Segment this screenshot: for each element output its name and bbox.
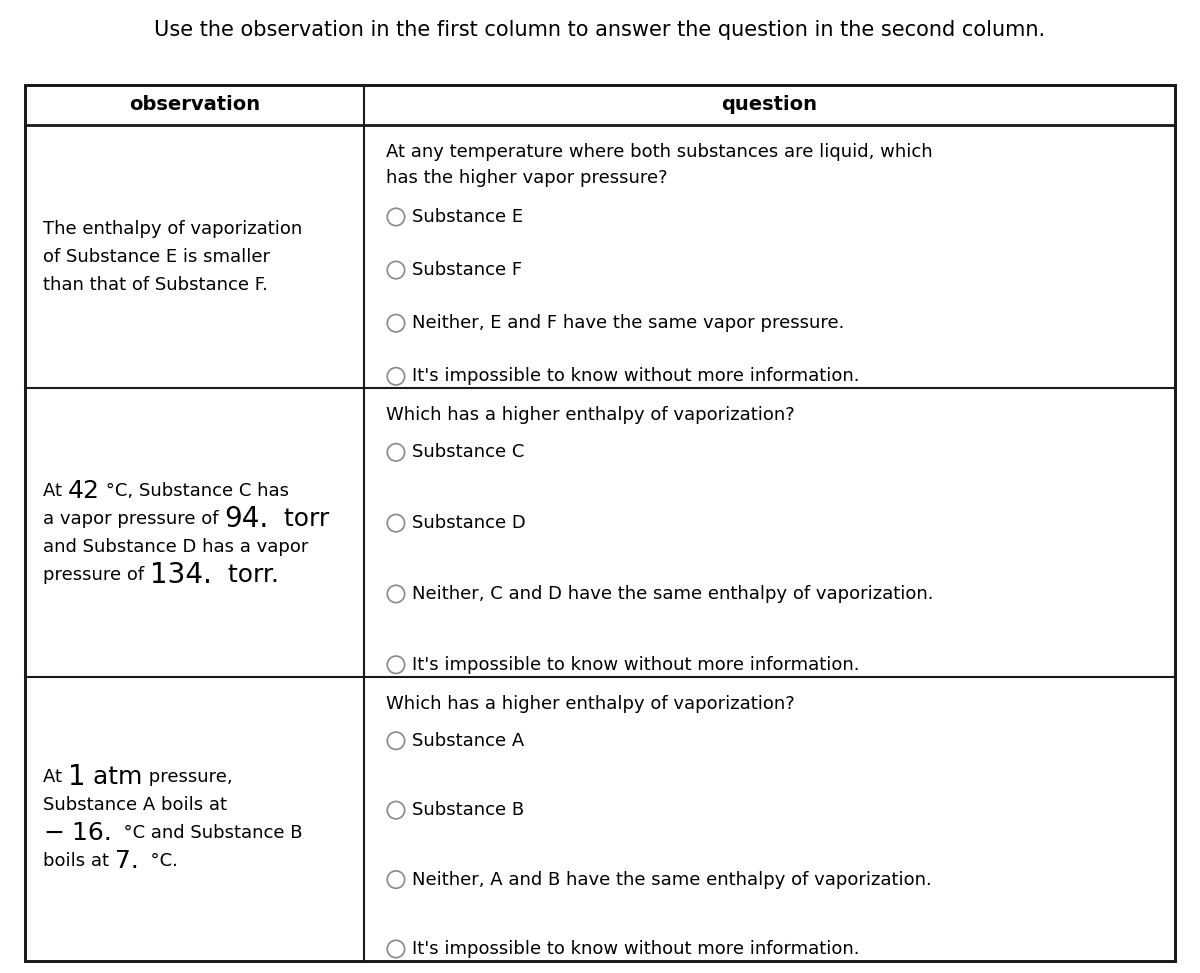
Text: Substance F: Substance F <box>412 261 522 279</box>
Circle shape <box>388 656 404 673</box>
Circle shape <box>388 444 404 461</box>
Text: torr.: torr. <box>211 562 278 587</box>
Text: 42: 42 <box>67 479 100 502</box>
Text: −: − <box>43 821 64 845</box>
Text: It's impossible to know without more information.: It's impossible to know without more inf… <box>412 656 859 673</box>
Text: At: At <box>43 482 67 499</box>
Text: Neither, E and F have the same vapor pressure.: Neither, E and F have the same vapor pre… <box>412 314 844 332</box>
Text: 16.: 16. <box>64 821 112 845</box>
Text: °C: °C <box>112 824 145 842</box>
Text: It's impossible to know without more information.: It's impossible to know without more inf… <box>412 368 859 385</box>
Text: pressure of: pressure of <box>43 565 150 584</box>
Text: Substance D: Substance D <box>412 514 526 532</box>
Text: 94.: 94. <box>224 505 269 532</box>
Text: 7.: 7. <box>115 848 139 873</box>
Text: Substance E: Substance E <box>412 208 523 226</box>
Text: 1: 1 <box>67 763 85 791</box>
Text: boils at: boils at <box>43 852 115 870</box>
Text: Neither, A and B have the same enthalpy of vaporization.: Neither, A and B have the same enthalpy … <box>412 871 931 888</box>
Text: than that of Substance F.: than that of Substance F. <box>43 275 268 294</box>
Text: The enthalpy of vaporization: The enthalpy of vaporization <box>43 220 302 237</box>
Text: and Substance B: and Substance B <box>145 824 302 842</box>
Circle shape <box>388 732 404 749</box>
Circle shape <box>388 871 404 888</box>
Text: Substance C has: Substance C has <box>139 482 289 499</box>
Text: °C,: °C, <box>100 482 139 499</box>
Circle shape <box>388 262 404 279</box>
Circle shape <box>388 208 404 226</box>
Text: Which has a higher enthalpy of vaporization?: Which has a higher enthalpy of vaporizat… <box>386 407 796 424</box>
Text: At: At <box>43 768 67 786</box>
Text: and Substance D has a vapor: and Substance D has a vapor <box>43 537 308 556</box>
Circle shape <box>388 585 404 602</box>
Text: of Substance E is smaller: of Substance E is smaller <box>43 248 270 266</box>
Text: observation: observation <box>130 95 260 115</box>
Circle shape <box>388 314 404 332</box>
Text: atm: atm <box>85 765 143 789</box>
Text: Substance C: Substance C <box>412 444 524 461</box>
Text: Substance A: Substance A <box>412 732 524 750</box>
Text: At any temperature where both substances are liquid, which
has the higher vapor : At any temperature where both substances… <box>386 143 932 187</box>
Text: Substance A boils at: Substance A boils at <box>43 796 227 813</box>
Circle shape <box>388 515 404 532</box>
Text: Neither, C and D have the same enthalpy of vaporization.: Neither, C and D have the same enthalpy … <box>412 585 934 603</box>
Text: question: question <box>721 95 817 115</box>
Text: torr: torr <box>269 507 330 530</box>
Text: pressure,: pressure, <box>143 768 233 786</box>
Text: Which has a higher enthalpy of vaporization?: Which has a higher enthalpy of vaporizat… <box>386 695 796 713</box>
Text: Use the observation in the first column to answer the question in the second col: Use the observation in the first column … <box>155 20 1045 40</box>
Text: It's impossible to know without more information.: It's impossible to know without more inf… <box>412 940 859 958</box>
Text: °C.: °C. <box>139 852 178 870</box>
Circle shape <box>388 940 404 957</box>
Text: 134.: 134. <box>150 560 211 589</box>
Text: Substance B: Substance B <box>412 801 523 819</box>
Circle shape <box>388 802 404 819</box>
Text: a vapor pressure of: a vapor pressure of <box>43 510 224 527</box>
Circle shape <box>388 368 404 385</box>
